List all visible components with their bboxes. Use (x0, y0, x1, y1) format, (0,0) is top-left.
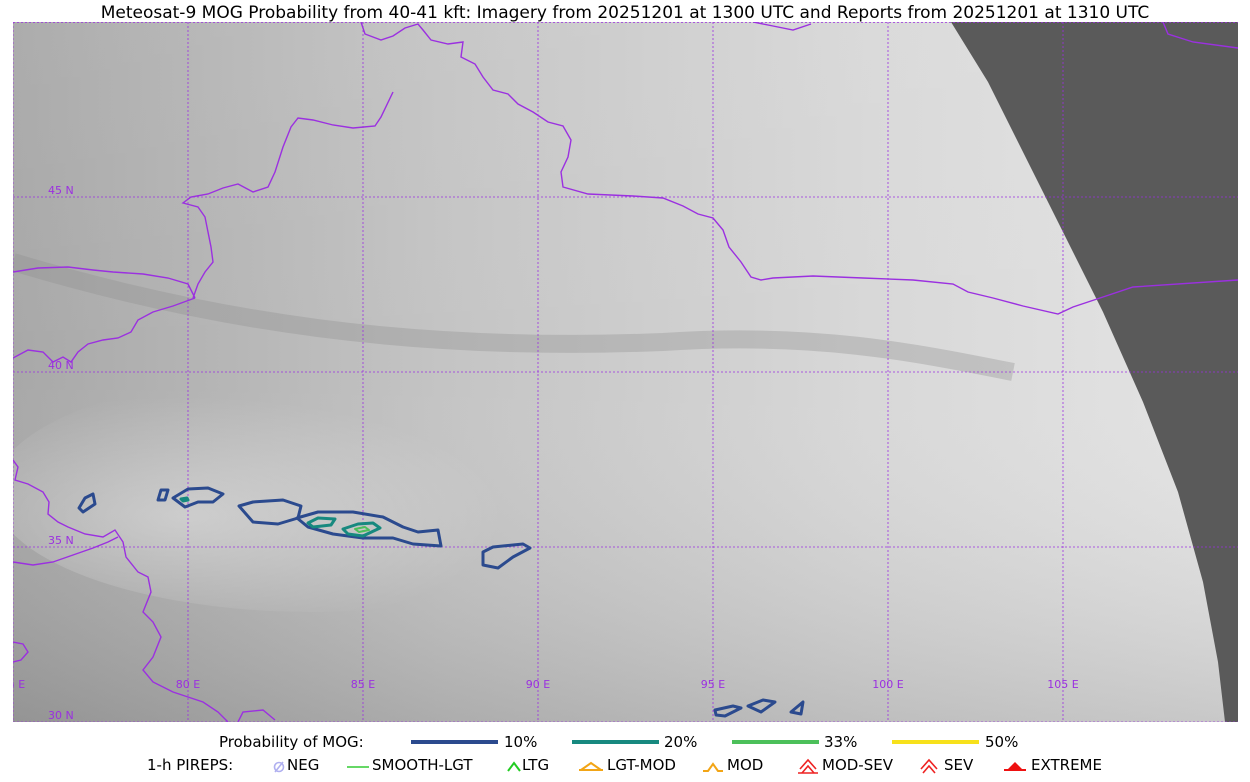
lat-label-lat-30n: 30 N (48, 709, 74, 722)
lat-label-lat-40n: 40 N (48, 359, 74, 372)
lgt-mod-icon (579, 761, 603, 771)
legend-pireps-label: 1-h PIREPS: (147, 756, 234, 774)
contour-20pct (179, 496, 382, 538)
lat-label-lat-35n: 35 N (48, 534, 74, 547)
legend-label-mod-sev: MOD-SEV (822, 756, 893, 774)
lon-label-lon-80e: 80 E (176, 678, 200, 691)
lon-label-lon-95e: 95 E (701, 678, 725, 691)
lat-label-lat-45n: 45 N (48, 184, 74, 197)
legend-label-mod: MOD (727, 756, 764, 774)
legend-label-sev: SEV (944, 756, 974, 774)
legend-probability-label: Probability of MOG: (219, 733, 364, 751)
lon-label-lon-85e: 85 E (351, 678, 375, 691)
lat-lon-grid (13, 22, 1238, 722)
jet-streak-shadow (13, 253, 1015, 381)
mod-icon (703, 762, 723, 772)
cloud-band (13, 372, 633, 612)
ltg-icon (507, 761, 521, 772)
lon-label-lon-75e: 75 E (13, 678, 25, 691)
contour-33pct (354, 526, 370, 533)
contour-10pct (77, 486, 805, 718)
legend-swatch-33pct (732, 740, 819, 744)
lon-label-lon-100e: 100 E (872, 678, 903, 691)
smooth-lgt-icon (347, 766, 369, 768)
sev-icon (920, 758, 938, 774)
legend-label-extreme: EXTREME (1031, 756, 1102, 774)
grid-labels: 45 N 40 N 35 N 30 N 75 E 80 E 85 E 90 E 95 E 100 … (13, 184, 1079, 722)
map-svg: 45 N 40 N 35 N 30 N 75 E 80 E 85 E 90 E 95 E 100 … (13, 22, 1238, 722)
legend-label-neg: NEG (287, 756, 320, 774)
legend-label-ltg: LTG (522, 756, 550, 774)
legend-label-20pct: 20% (664, 733, 698, 751)
legend-label-lgt-mod: LGT-MOD (607, 756, 676, 774)
legend-label-smooth-lgt: SMOOTH-LGT (372, 756, 473, 774)
legend-swatch-50pct (892, 740, 979, 744)
legend-pireps: 1-h PIREPS: NEG SMOOTH-LGT LTG LGT-MOD M… (0, 756, 1250, 778)
satellite-map[interactable]: 45 N 40 N 35 N 30 N 75 E 80 E 85 E 90 E 95 E 100 … (13, 22, 1238, 722)
legend-swatch-10pct (411, 740, 498, 744)
legend-label-10pct: 10% (504, 733, 538, 751)
extreme-icon (1004, 762, 1026, 771)
mod-sev-icon (798, 758, 818, 774)
country-borders (13, 22, 1238, 722)
legend-label-33pct: 33% (824, 733, 858, 751)
lon-label-lon-105e: 105 E (1047, 678, 1078, 691)
legend-probability: Probability of MOG: 10% 20% 33% 50% (0, 733, 1250, 755)
legend-swatch-20pct (572, 740, 659, 744)
mog-probability-contours (77, 486, 805, 718)
neg-icon (273, 761, 285, 773)
legend-label-50pct: 50% (985, 733, 1019, 751)
lon-label-lon-90e: 90 E (526, 678, 550, 691)
map-title: Meteosat-9 MOG Probability from 40-41 kf… (100, 3, 1150, 23)
